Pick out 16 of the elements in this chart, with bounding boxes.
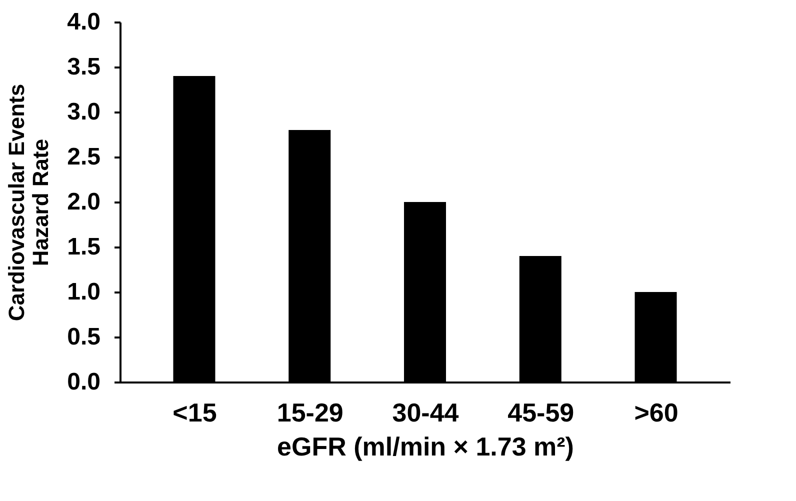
y-tick-label: 0.0 xyxy=(67,368,100,396)
y-axis-title: Cardiovascular Events Hazard Rate xyxy=(4,84,54,322)
y-tick-label: 1.0 xyxy=(67,278,100,306)
y-tick-label: 4.0 xyxy=(67,8,100,36)
x-tick-label: <15 xyxy=(172,398,217,428)
x-tick-label: 30-44 xyxy=(392,398,460,428)
x-axis-title: eGFR (ml/min × 1.73 m²) xyxy=(277,432,574,462)
y-tick-label: 3.5 xyxy=(67,54,100,80)
y-tick-label: 2.5 xyxy=(67,144,100,170)
x-tick-label: 15-29 xyxy=(276,398,344,428)
x-tick-label: 45-59 xyxy=(508,398,574,428)
x-tick-label: >60 xyxy=(634,398,678,428)
y-tick-label: 1.5 xyxy=(67,234,100,260)
y-tick-label: 2.0 xyxy=(67,188,100,216)
y-tick-label: 3.0 xyxy=(67,98,100,126)
y-tick-label: 0.5 xyxy=(67,324,100,350)
